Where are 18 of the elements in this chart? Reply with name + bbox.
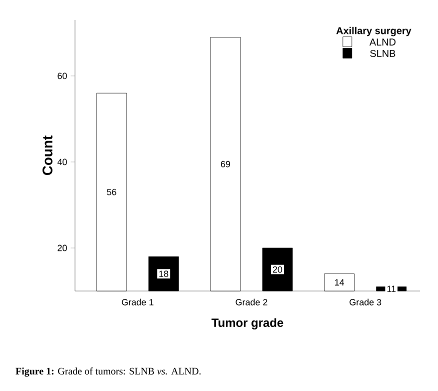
- legend-label: ALND: [369, 38, 396, 46]
- text: Figure 1: Grade of tumors: SLNB vs. ALND.: [16, 367, 201, 377]
- data-label: 56: [107, 188, 116, 196]
- data-label: 20: [272, 266, 282, 273]
- y-tick-label: 20: [58, 244, 67, 252]
- x-tick-label: Grade 3: [350, 298, 382, 306]
- y-tick-label: 60: [58, 72, 67, 80]
- data-label: 69: [220, 160, 230, 168]
- x-axis-title: Tumor grade: [212, 318, 284, 330]
- x-tick-label: Grade 2: [236, 298, 268, 306]
- legend-title: Axillary surgery: [336, 26, 412, 36]
- y-axis-title: Count: [42, 136, 52, 176]
- y-tick-label: 40: [57, 158, 67, 166]
- data-label: 11: [387, 286, 396, 292]
- x-tick-label: Grade 1: [122, 298, 154, 306]
- data-label: 18: [159, 270, 168, 277]
- legend-label: SLNB: [370, 50, 396, 58]
- data-label: 14: [335, 279, 344, 286]
